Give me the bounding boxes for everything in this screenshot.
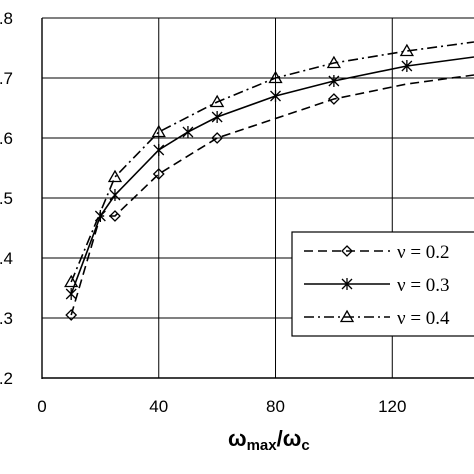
point-2-2 [151,124,166,138]
y-tick-label-4: .6 [0,129,13,148]
point-2-0 [64,274,79,288]
point-2-1 [107,169,123,183]
point-1-0 [65,288,77,300]
y-tick-label-0: .2 [0,369,13,388]
point-2-3 [210,94,225,108]
legend-label-1: ν = 0.3 [397,275,450,296]
series-line-0 [70,74,474,316]
point-1-6 [270,90,281,102]
series-line-2 [70,41,474,283]
point-1-8 [401,60,413,72]
point-2-5 [326,55,342,69]
x-tick-label-3: 120 [378,397,406,416]
tick-labels: .2 .3 .4 .5 .6 .7 .8 0 40 80 120 [0,9,406,416]
x-label-omega: ω [228,426,247,451]
y-tick-label-5: .7 [0,69,13,88]
point-0-1 [109,210,121,222]
legend-label-0: ν = 0.2 [397,242,450,263]
series-1 [65,56,474,300]
legend-marker-0 [341,245,353,257]
y-tick-label-1: .3 [0,309,13,328]
legend-marker-2 [339,309,355,323]
point-1-4 [182,126,194,138]
point-1-7 [328,75,340,87]
x-axis-label: ωmax/ωc [228,426,310,454]
point-2-4 [268,70,283,84]
x-label-omega-c: ω [283,426,302,451]
point-1-2 [109,189,121,201]
grid [41,17,474,379]
legend-label-2: ν = 0.4 [397,308,450,329]
y-tick-label-6: .8 [0,9,13,28]
x-tick-label-0: 0 [37,397,46,416]
series-layer [64,41,474,321]
point-0-2 [152,168,165,180]
legend-marker-1 [341,278,353,290]
series-0 [65,74,474,321]
point-2-6 [399,43,414,57]
point-0-4 [327,93,340,105]
x-tick-label-2: 80 [266,397,285,416]
y-tick-label-2: .4 [0,249,13,268]
series-line-1 [70,56,474,295]
x-label-sub-c: c [301,437,309,454]
point-1-3 [153,144,165,156]
point-1-5 [211,111,223,123]
legend: ν = 0.2 ν = 0.3 ν = 0.4 [291,231,474,337]
point-0-3 [211,132,224,144]
y-tick-label-3: .5 [0,189,13,208]
x-label-slash: / [277,426,283,451]
point-0-0 [65,309,78,321]
x-label-sub-max: max [247,437,278,454]
series-2 [64,41,474,288]
x-tick-label-1: 40 [149,397,168,416]
